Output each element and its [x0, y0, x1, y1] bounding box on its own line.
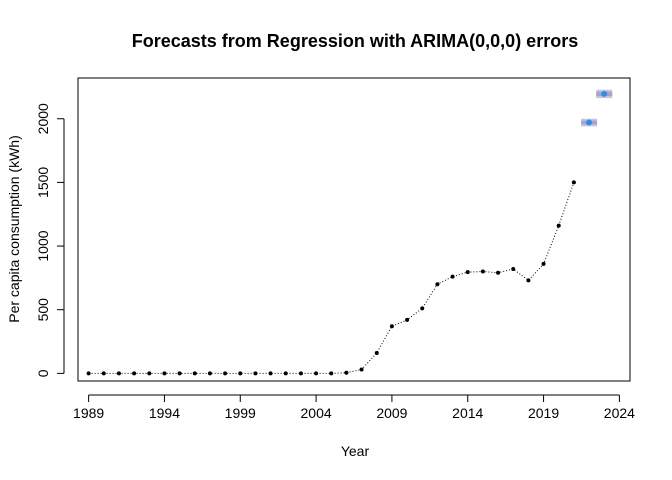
- observed-point: [374, 350, 379, 355]
- observed-point: [268, 371, 273, 376]
- observed-point: [238, 371, 243, 376]
- observed-point: [480, 269, 485, 274]
- observed-point: [435, 282, 440, 287]
- observed-point: [298, 371, 303, 376]
- x-tick-label: 1989: [73, 405, 104, 421]
- observed-point: [450, 274, 455, 279]
- observed-point: [359, 367, 364, 372]
- plot-marks: [86, 89, 613, 376]
- y-tick-label: 2000: [35, 103, 51, 134]
- x-axis: 1989 1994 1999 2004 2009 2014 2019 2024: [73, 394, 635, 421]
- x-tick-label: 1999: [225, 405, 256, 421]
- x-tick-label: 2009: [376, 405, 407, 421]
- observed-point: [541, 261, 546, 266]
- forecast-point: [601, 90, 608, 97]
- observed-point: [571, 180, 576, 185]
- plot-frame: [77, 77, 631, 382]
- observed-point: [465, 270, 470, 275]
- observed-point: [511, 266, 516, 271]
- observed-point: [116, 371, 121, 376]
- observed-point: [101, 371, 106, 376]
- observed-point: [253, 371, 258, 376]
- observed-point: [420, 306, 425, 311]
- observed-point: [162, 371, 167, 376]
- forecast-point: [586, 119, 593, 126]
- x-tick-label: 1994: [149, 405, 180, 421]
- observed-point: [405, 317, 410, 322]
- observed-point: [207, 371, 212, 376]
- x-tick-label: 2014: [452, 405, 483, 421]
- observed-point: [526, 278, 531, 283]
- observed-point: [192, 371, 197, 376]
- x-tick-label: 2024: [604, 405, 635, 421]
- observed-point: [329, 371, 334, 376]
- observed-point: [314, 371, 319, 376]
- x-tick-label: 2004: [301, 405, 332, 421]
- observed-point: [86, 371, 91, 376]
- observed-point: [283, 371, 288, 376]
- observed-point: [223, 371, 228, 376]
- observed-series-line: [88, 182, 575, 374]
- chart-title: Forecasts from Regression with ARIMA(0,0…: [132, 31, 578, 51]
- x-tick-label: 2019: [528, 405, 559, 421]
- y-tick-label: 1000: [35, 230, 51, 261]
- y-tick-label: 0: [35, 369, 51, 377]
- y-tick-label: 500: [35, 298, 51, 322]
- observed-point: [147, 371, 152, 376]
- observed-point: [132, 371, 137, 376]
- y-axis-label: Per capita consumption (kWh): [6, 135, 22, 323]
- observed-point: [389, 324, 394, 329]
- x-axis-label: Year: [341, 443, 370, 459]
- observed-point: [344, 370, 349, 375]
- y-tick-label: 1500: [35, 167, 51, 198]
- y-axis: 0 500 1000 1500 2000: [35, 103, 65, 377]
- observed-point: [177, 371, 182, 376]
- observed-point: [496, 270, 501, 275]
- observed-point: [556, 223, 561, 228]
